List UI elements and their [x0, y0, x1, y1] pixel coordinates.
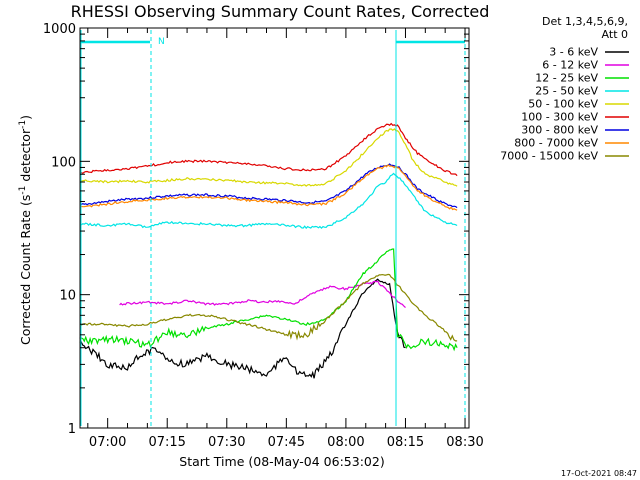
series-layer	[79, 122, 458, 379]
series-line-100-300-kev	[79, 122, 458, 177]
legend-label-7000-15000-kev: 7000 - 15000 keV	[500, 150, 598, 163]
y-axis-label: Corrected Count Rate (s-1 detector-1)	[18, 115, 33, 345]
x-tick-label: 07:15	[148, 435, 185, 450]
legend-label-100-300-kev: 100 - 300 keV	[521, 111, 598, 124]
legend-label-800-7000-kev: 800 - 7000 keV	[514, 137, 598, 150]
series-line-7000-15000-kev	[79, 273, 458, 342]
y-tick-label: 1	[68, 422, 76, 437]
x-tick-label: 08:00	[327, 435, 364, 450]
series-line-50-100-kev	[79, 128, 458, 187]
legend-label-3-6-kev: 3 - 6 keV	[549, 46, 598, 59]
x-tick-label: 08:30	[446, 435, 483, 450]
legend-header-line-2: Att 0	[602, 28, 628, 41]
x-tick-label: 07:45	[268, 435, 305, 450]
y-label-part-1: Corrected Count Rate (s	[18, 195, 33, 345]
y-label-sup-2: -1	[18, 120, 28, 129]
x-tick-label: 07:00	[89, 435, 126, 450]
annotation-layer: N	[80, 30, 466, 426]
legend-header-line-1: Det 1,3,4,5,6,9,	[542, 15, 628, 28]
y-tick-label: 10	[59, 289, 76, 304]
y-label-part-2: detector	[18, 128, 33, 186]
series-line-25-50-kev	[79, 172, 458, 230]
x-tick-label: 08:15	[387, 435, 424, 450]
annotation-marker-label: N	[158, 37, 165, 47]
legend-label-6-12-kev: 6 - 12 keV	[542, 59, 598, 72]
legend-label-50-100-kev: 50 - 100 keV	[528, 98, 598, 111]
y-label-part-3: )	[18, 115, 33, 120]
plot-timestamp: 17-Oct-2021 08:47	[561, 469, 637, 478]
y-tick-label: 1000	[43, 22, 76, 37]
series-line-3-6-kev	[79, 278, 406, 379]
y-tick-label: 100	[51, 155, 76, 170]
axis-layer: 1 10 100 1000 07:00 07:15 07:30 07:45 08:00 08:15…	[43, 22, 484, 450]
y-label-sup-1: -1	[18, 186, 28, 195]
legend-label-12-25-kev: 12 - 25 keV	[535, 72, 598, 85]
legend-label-300-800-kev: 300 - 800 keV	[521, 124, 598, 137]
plot-frame	[79, 27, 470, 429]
legend-label-25-50-kev: 25 - 50 keV	[535, 85, 598, 98]
series-line-800-7000-kev	[79, 164, 458, 211]
chart-title: RHESSI Observing Summary Count Rates, Co…	[71, 2, 490, 21]
x-tick-label: 07:30	[208, 435, 245, 450]
x-axis-label: Start Time (08-May-04 06:53:02)	[179, 454, 384, 469]
series-line-6-12-kev	[119, 280, 406, 309]
